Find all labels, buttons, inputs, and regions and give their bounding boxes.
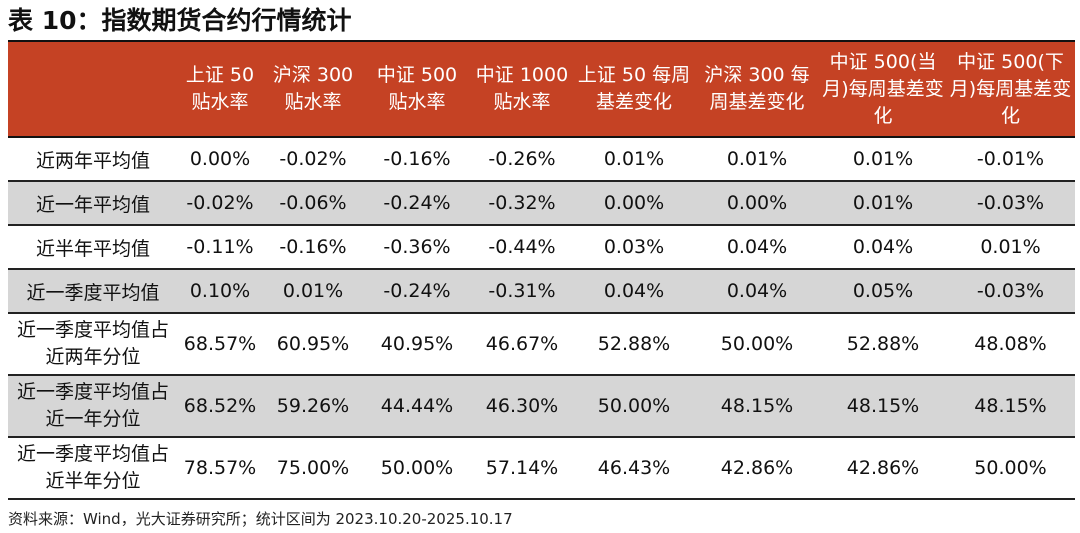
header-zz1000-discount: 中证 1000 贴水率 <box>470 40 574 138</box>
table-cell: 48.08% <box>946 313 1075 376</box>
table-cell: 50.00% <box>574 375 694 438</box>
header-sz50-weekly-basis: 上证 50 每周基差变化 <box>574 40 694 138</box>
table-cell: 60.95% <box>262 313 364 376</box>
table-cell: -0.03% <box>946 181 1075 226</box>
table-cell: -0.44% <box>470 225 574 270</box>
table-cell: 48.15% <box>820 375 946 438</box>
table-cell: 0.01% <box>694 137 820 182</box>
table-cell: 0.00% <box>574 181 694 226</box>
source-note: 资料来源：Wind，光大证券研究所；统计区间为 2023.10.20-2025.… <box>8 510 513 528</box>
table-cell: -0.06% <box>262 181 364 226</box>
table-cell: -0.32% <box>470 181 574 226</box>
table-cell: 48.15% <box>946 375 1075 438</box>
table-cell: 0.01% <box>820 137 946 182</box>
header-row: 上证 50 贴水率 沪深 300 贴水率 中证 500 贴水率 中证 1000 … <box>8 40 1075 138</box>
table-cell: 0.03% <box>574 225 694 270</box>
table-cell: -0.11% <box>178 225 262 270</box>
futures-stats-table: 上证 50 贴水率 沪深 300 贴水率 中证 500 贴水率 中证 1000 … <box>8 40 1075 500</box>
header-zz500-discount: 中证 500 贴水率 <box>364 40 470 138</box>
table-cell: 0.05% <box>820 269 946 314</box>
header-hs300-discount: 沪深 300 贴水率 <box>262 40 364 138</box>
table-cell: -0.02% <box>178 181 262 226</box>
table-row: 近两年平均值 0.00% -0.02% -0.16% -0.26% 0.01% 0.01% 0… <box>8 137 1075 182</box>
table-cell: -0.02% <box>262 137 364 182</box>
table-cell: 42.86% <box>694 437 820 500</box>
header-sz50-discount: 上证 50 贴水率 <box>178 40 262 138</box>
table-cell: 40.95% <box>364 313 470 376</box>
table-cell: 68.52% <box>178 375 262 438</box>
table-cell: -0.16% <box>262 225 364 270</box>
row-label: 近半年平均值 <box>8 225 178 270</box>
table-row: 近一季度平均值占近半年分位 78.57% 75.00% 50.00% 57.14% 46.… <box>8 437 1075 500</box>
table-cell: 0.04% <box>694 225 820 270</box>
table-cell: 42.86% <box>820 437 946 500</box>
header-zz500-next-weekly-basis: 中证 500(下月)每周基差变化 <box>946 40 1075 138</box>
table-cell: -0.26% <box>470 137 574 182</box>
table-cell: 78.57% <box>178 437 262 500</box>
row-label: 近一季度平均值占近两年分位 <box>8 313 178 376</box>
table-cell: 52.88% <box>574 313 694 376</box>
table-row: 近一季度平均值 0.10% 0.01% -0.24% -0.31% 0.04% 0.04% 0… <box>8 269 1075 314</box>
table-cell: 50.00% <box>364 437 470 500</box>
row-label: 近一季度平均值占近半年分位 <box>8 437 178 500</box>
row-label: 近两年平均值 <box>8 137 178 182</box>
table-cell: 0.01% <box>262 269 364 314</box>
table-cell: 0.04% <box>694 269 820 314</box>
table-cell: -0.01% <box>946 137 1075 182</box>
table-row: 近一季度平均值占近一年分位 68.52% 59.26% 44.44% 46.30% 50.… <box>8 375 1075 438</box>
table-title: 表 10：指数期货合约行情统计 <box>8 6 352 35</box>
row-label: 近一季度平均值 <box>8 269 178 314</box>
table-cell: 44.44% <box>364 375 470 438</box>
table-cell: 52.88% <box>820 313 946 376</box>
row-label: 近一年平均值 <box>8 181 178 226</box>
header-corner <box>8 40 178 138</box>
table-cell: -0.24% <box>364 269 470 314</box>
table-cell: 46.43% <box>574 437 694 500</box>
table-cell: 75.00% <box>262 437 364 500</box>
table-row: 近半年平均值 -0.11% -0.16% -0.36% -0.44% 0.03% 0.04%… <box>8 225 1075 270</box>
table-row: 近一年平均值 -0.02% -0.06% -0.24% -0.32% 0.00% 0.00%… <box>8 181 1075 226</box>
table-cell: 59.26% <box>262 375 364 438</box>
table-cell: -0.24% <box>364 181 470 226</box>
table-cell: 48.15% <box>694 375 820 438</box>
table-cell: 0.01% <box>946 225 1075 270</box>
table-cell: 46.67% <box>470 313 574 376</box>
header-zz500-current-weekly-basis: 中证 500(当月)每周基差变化 <box>820 40 946 138</box>
table-cell: 0.00% <box>178 137 262 182</box>
table-cell: 57.14% <box>470 437 574 500</box>
table-cell: 0.10% <box>178 269 262 314</box>
row-label: 近一季度平均值占近一年分位 <box>8 375 178 438</box>
table-cell: 50.00% <box>694 313 820 376</box>
table-cell: -0.03% <box>946 269 1075 314</box>
table-cell: 68.57% <box>178 313 262 376</box>
table-cell: 0.00% <box>694 181 820 226</box>
table-cell: 46.30% <box>470 375 574 438</box>
table-cell: 50.00% <box>946 437 1075 500</box>
header-hs300-weekly-basis: 沪深 300 每周基差变化 <box>694 40 820 138</box>
table-cell: -0.16% <box>364 137 470 182</box>
table-row: 近一季度平均值占近两年分位 68.57% 60.95% 40.95% 46.67% 52.… <box>8 313 1075 376</box>
table-cell: -0.36% <box>364 225 470 270</box>
table-cell: 0.04% <box>820 225 946 270</box>
table-cell: 0.04% <box>574 269 694 314</box>
table-cell: 0.01% <box>820 181 946 226</box>
table-cell: 0.01% <box>574 137 694 182</box>
table-cell: -0.31% <box>470 269 574 314</box>
